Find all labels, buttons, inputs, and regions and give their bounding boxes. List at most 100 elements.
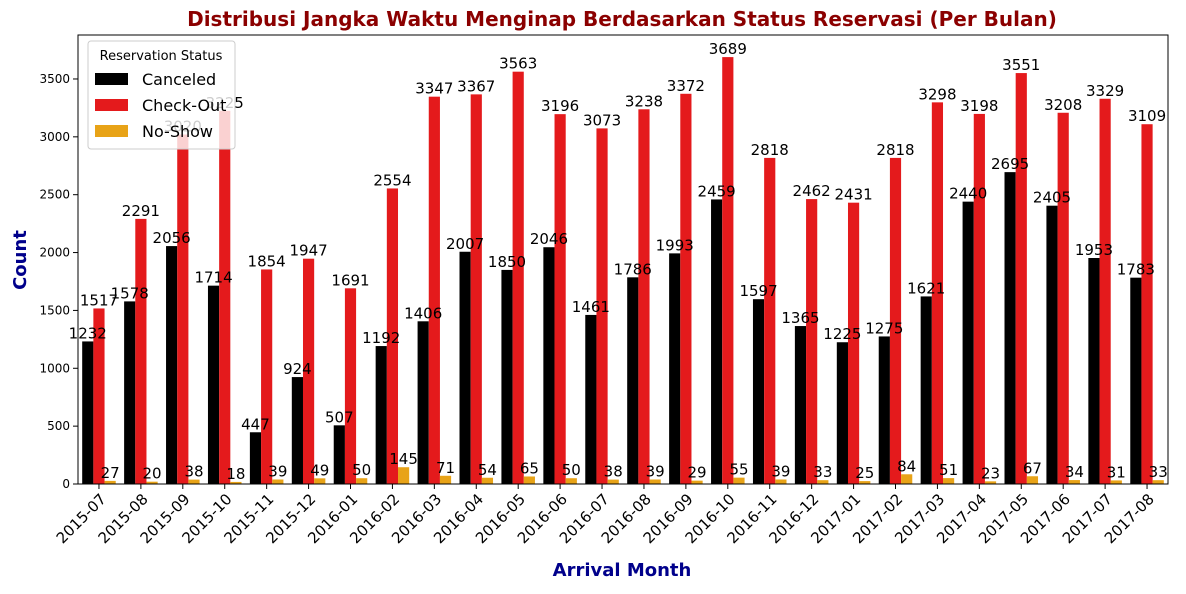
bar-check-out-2015-07 [93, 308, 105, 484]
data-label: 38 [604, 463, 623, 481]
y-tick-label: 2000 [39, 246, 70, 260]
bar-canceled-2016-06 [543, 247, 555, 484]
data-label: 18 [226, 465, 245, 483]
bar-canceled-2016-09 [669, 253, 681, 484]
data-label: 27 [101, 464, 120, 482]
x-axis: 2015-072015-082015-092015-102015-112015-… [53, 484, 1158, 547]
data-label: 2431 [834, 186, 872, 204]
bar-no-show-2016-10 [733, 477, 745, 484]
legend-swatch [95, 99, 128, 111]
data-label: 2405 [1033, 189, 1071, 207]
bar-canceled-2016-08 [627, 277, 639, 484]
bar-no-show-2016-04 [481, 477, 494, 484]
y-tick-label: 3500 [39, 72, 70, 86]
data-label: 2818 [751, 141, 789, 159]
data-label: 3689 [709, 40, 747, 58]
data-label: 1691 [331, 271, 369, 289]
data-label: 65 [520, 459, 539, 477]
bar-canceled-2016-12 [794, 326, 807, 484]
data-label: 39 [771, 462, 790, 480]
bar-canceled-2016-05 [501, 269, 513, 484]
bar-no-show-2017-08 [1152, 480, 1164, 484]
data-label: 924 [283, 360, 312, 378]
bar-check-out-2016-11 [764, 157, 776, 484]
legend-box [87, 40, 236, 150]
data-label: 20 [143, 465, 162, 483]
data-label: 25 [855, 464, 874, 482]
data-label: 34 [1065, 463, 1084, 481]
data-label: 1275 [865, 319, 903, 337]
bar-no-show-2016-09 [691, 480, 703, 484]
data-label: 2695 [991, 155, 1029, 173]
bar-canceled-2016-03 [417, 321, 429, 484]
bar-check-out-2017-02 [889, 157, 902, 484]
y-tick-label: 3000 [39, 130, 70, 144]
bar-no-show-2017-02 [901, 474, 913, 484]
bar-no-show-2015-07 [104, 480, 116, 484]
data-label: 3551 [1002, 56, 1040, 74]
data-label: 1192 [362, 329, 400, 347]
data-label: 3238 [625, 92, 663, 110]
bar-canceled-2017-05 [1004, 172, 1016, 484]
data-label: 51 [939, 461, 958, 479]
data-label: 55 [729, 461, 748, 479]
data-label: 2459 [698, 182, 736, 200]
data-label: 3073 [583, 111, 621, 129]
data-label: 2554 [373, 171, 411, 189]
bar-no-show-2017-01 [859, 481, 871, 484]
data-label: 145 [389, 450, 418, 468]
bar-check-out-2016-07 [596, 128, 608, 484]
legend-swatch [95, 125, 128, 137]
bar-check-out-2016-09 [680, 93, 692, 484]
bar-no-show-2017-04 [984, 481, 997, 484]
bar-canceled-2016-07 [585, 314, 597, 484]
data-label: 1854 [248, 252, 286, 270]
y-tick-label: 0 [62, 477, 70, 491]
bar-check-out-2017-04 [973, 113, 985, 485]
bar-check-out-2017-06 [1057, 112, 1069, 484]
bar-no-show-2016-05 [523, 476, 535, 484]
data-label: 1786 [614, 260, 652, 278]
bar-no-show-2016-11 [775, 479, 787, 484]
data-label: 23 [981, 464, 1000, 482]
bar-check-out-2016-08 [638, 109, 650, 484]
bar-check-out-2016-03 [428, 96, 440, 485]
bar-canceled-2015-07 [82, 341, 94, 484]
y-tick-label: 2500 [39, 188, 70, 202]
data-label: 1406 [404, 304, 442, 322]
data-label: 3109 [1128, 107, 1166, 125]
bar-check-out-2015-08 [135, 218, 147, 484]
bar-canceled-2015-09 [166, 246, 178, 484]
bar-canceled-2015-12 [291, 377, 303, 484]
bar-no-show-2017-03 [943, 478, 955, 484]
bar-canceled-2015-11 [249, 432, 262, 484]
bar-no-show-2015-09 [188, 479, 200, 484]
data-label: 2046 [530, 230, 568, 248]
data-label: 3298 [918, 85, 956, 103]
data-label: 1461 [572, 298, 610, 316]
legend: Reservation Status Canceled Check-Out No-Sh… [87, 40, 236, 150]
bar-check-out-2016-05 [512, 71, 524, 485]
data-label: 1365 [781, 309, 819, 327]
bar-canceled-2016-10 [711, 199, 723, 484]
data-label: 2440 [949, 185, 987, 203]
bar-no-show-2015-11 [272, 479, 284, 484]
data-label: 50 [562, 461, 581, 479]
y-tick-label: 500 [47, 419, 70, 433]
data-label: 3329 [1086, 82, 1124, 100]
bar-canceled-2017-02 [878, 336, 890, 484]
bar-canceled-2016-01 [333, 425, 345, 484]
data-label: 50 [352, 461, 371, 479]
data-label: 39 [646, 462, 665, 480]
bar-no-show-2015-10 [230, 481, 242, 484]
bar-check-out-2017-01 [847, 202, 860, 484]
bar-check-out-2017-05 [1015, 73, 1027, 484]
data-label: 507 [325, 408, 354, 426]
bar-check-out-2016-01 [344, 288, 357, 484]
bar-check-out-2016-12 [806, 199, 818, 484]
data-label: 1232 [69, 324, 107, 342]
bar-no-show-2017-05 [1026, 476, 1039, 484]
data-label: 84 [897, 457, 916, 475]
bar-no-show-2016-08 [649, 479, 661, 484]
